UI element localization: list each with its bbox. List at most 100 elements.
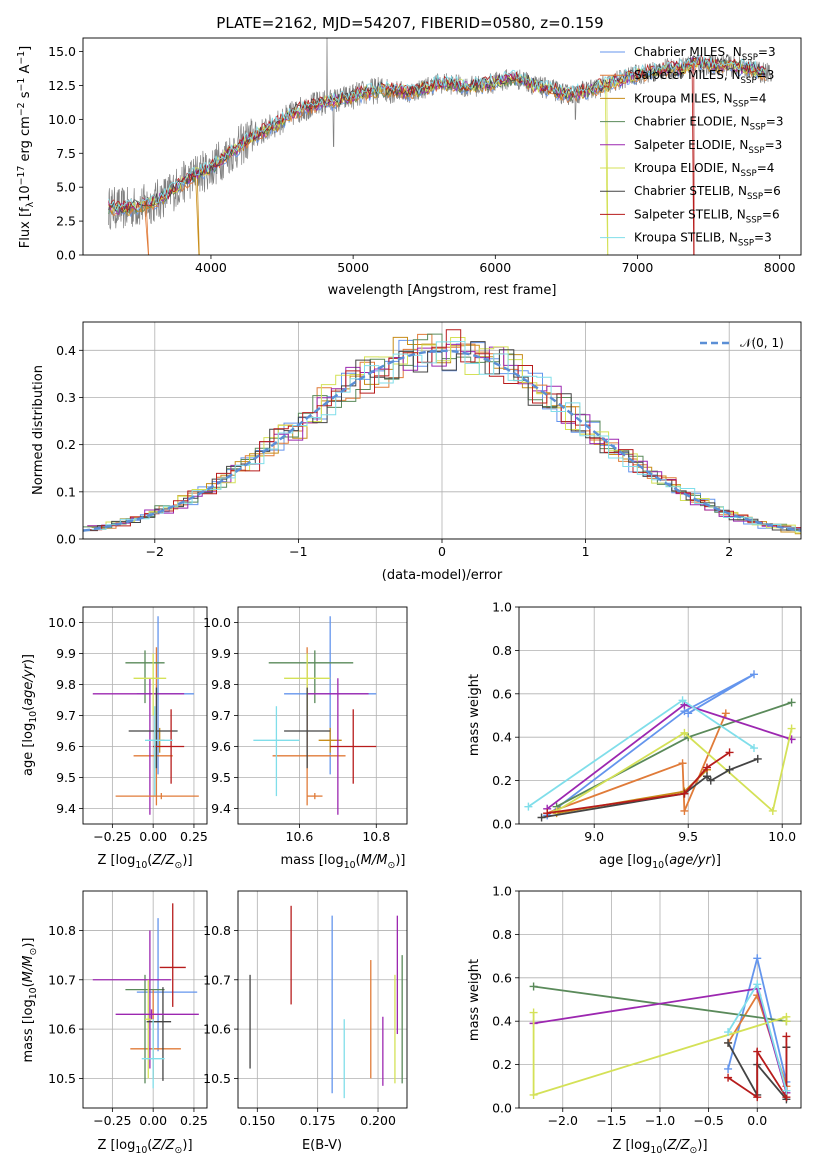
errorbar-kroupa-stelib — [141, 1019, 165, 1089]
normal-curve — [83, 349, 801, 532]
x-axis-label: wavelength [Angstrom, rest frame] — [328, 283, 557, 298]
y-tick-label: 9.4 — [56, 801, 76, 816]
x-tick-label: 10.6 — [286, 829, 314, 844]
axes-weight_vs_age: 9.0 9.5 10.0 0.0 0.2 0.4 0.6 0.8 1.0 — [492, 600, 802, 844]
x-tick-label: −2 — [146, 544, 164, 559]
y-tick-label: 0.6 — [492, 970, 512, 985]
y-axis-label: Flux [fλ10−17 erg cm−2 s−1 A−1] — [16, 46, 36, 248]
y-tick-label: 1.0 — [492, 884, 512, 899]
data-point-marker — [787, 698, 796, 707]
y-tick-label: 10.7 — [203, 972, 231, 987]
y-tick-label: 15.0 — [48, 44, 76, 59]
y-tick-label: 10.8 — [203, 923, 231, 938]
data-point-marker — [680, 789, 689, 798]
x-tick-label: 9.0 — [584, 829, 604, 844]
data-point-marker — [703, 772, 711, 781]
x-axis-label: Z [log10(Z/Z⊙)] — [612, 1138, 707, 1156]
plot-area-weight_vs_age — [519, 607, 801, 824]
data-point-marker — [529, 982, 538, 991]
x-tick-label: 9.5 — [678, 829, 698, 844]
y-tick-label: 2.5 — [56, 214, 76, 229]
y-tick-label: 0.4 — [56, 343, 76, 358]
x-tick-label: 8000 — [764, 260, 796, 275]
y-tick-label: 0.2 — [492, 1057, 512, 1072]
data-point-marker — [787, 724, 796, 733]
y-tick-label: 9.6 — [56, 739, 76, 754]
errorbar-kroupa-stelib — [253, 706, 300, 797]
y-tick-label: 10.8 — [48, 923, 76, 938]
y-tick-label: 9.8 — [56, 677, 76, 692]
y-tick-label: 10.6 — [203, 1022, 231, 1037]
y-axis-label: mass [log10(M/M⊙)] — [21, 938, 39, 1063]
x-tick-label: 7000 — [622, 260, 654, 275]
axes-mass_vs_Z: −0.25 0.00 0.25 10.5 10.6 10.7 10.8 — [48, 890, 208, 1128]
errorbar-chabrier-miles — [136, 918, 198, 1052]
errorbar-salpeter-elodie — [115, 1009, 199, 1020]
errorbar-salpeter-stelib — [159, 903, 186, 1007]
legend-label: Salpeter STELIB, NSSP=6 — [634, 207, 780, 225]
y-tick-label: 0.4 — [492, 730, 512, 745]
x-tick-label: −0.5 — [693, 1113, 723, 1128]
y-axis-label: mass weight — [467, 674, 482, 756]
errorbar-chabrier-elodie — [125, 974, 165, 1084]
legend: Chabrier MILES, NSSP=3 Salpeter MILES, NS… — [600, 45, 783, 249]
y-tick-label: 5.0 — [56, 180, 76, 195]
data-point-marker — [753, 980, 762, 989]
histogram-kroupa-stelib — [91, 341, 801, 532]
y-tick-label: 10.0 — [48, 112, 76, 127]
y-tick-label: 10.7 — [48, 972, 76, 987]
axes-frame — [518, 606, 802, 825]
data-point-marker — [529, 1090, 538, 1099]
y-tick-label: 9.9 — [211, 646, 231, 661]
y-tick-label: 0.0 — [492, 817, 512, 832]
y-tick-label: 0.8 — [492, 643, 512, 658]
legend-label: Salpeter ELODIE, NSSP=3 — [634, 138, 782, 156]
x-tick-label: −1.5 — [596, 1113, 626, 1128]
plot-area-mass_vs_ebv — [238, 891, 407, 1108]
x-axis-label: (data-model)/error — [382, 568, 503, 583]
axes-frame — [82, 37, 802, 256]
data-point-marker — [529, 1008, 538, 1017]
plot-area-age_vs_Z — [83, 607, 207, 824]
plot-area-mass_vs_Z — [83, 891, 207, 1108]
errorbar-salpeter-elodie — [92, 678, 185, 815]
data-point-marker — [537, 813, 546, 822]
legend-label: Chabrier STELIB, NSSP=6 — [634, 184, 781, 202]
x-tick-label: −0.25 — [93, 829, 131, 844]
y-tick-label: 12.5 — [48, 78, 76, 93]
errorbar-chabrier-stelib — [284, 687, 331, 769]
x-axis-label: E(B-V) — [302, 1138, 342, 1153]
plot-area-age_vs_mass — [238, 607, 407, 824]
y-tick-label: 0.0 — [492, 1101, 512, 1116]
y-tick-label: 9.5 — [56, 770, 76, 785]
errorbar-salpeter-stelib — [153, 709, 185, 784]
x-tick-label: 2 — [725, 544, 733, 559]
plot-area-weight_vs_Z — [519, 891, 801, 1108]
legend: 𝒩(0, 1) — [700, 336, 784, 350]
legend-label: 𝒩(0, 1) — [740, 336, 784, 350]
weight-line-salpeter-miles — [546, 712, 727, 814]
legend-label: Kroupa MILES, NSSP=4 — [634, 91, 767, 109]
plot-area-residuals — [83, 322, 801, 539]
axes-frame — [82, 606, 208, 825]
x-tick-label: −1 — [289, 544, 307, 559]
y-tick-label: 0.4 — [492, 1014, 512, 1029]
x-tick-label: 4000 — [195, 260, 227, 275]
x-tick-label: 0.25 — [180, 1113, 208, 1128]
y-tick-label: 9.4 — [211, 801, 231, 816]
histogram-salpeter-elodie — [87, 343, 801, 529]
y-tick-label: 0.8 — [492, 927, 512, 942]
plot-area-spectrum — [108, 38, 773, 255]
y-tick-label: 0.6 — [492, 686, 512, 701]
errorbar-chabrier-stelib — [146, 987, 172, 1081]
data-point-marker — [753, 1047, 762, 1056]
data-point-marker — [724, 1073, 733, 1082]
data-point-marker — [706, 776, 715, 785]
axes-mass_vs_ebv: 0.150 0.175 0.200 10.5 10.6 10.7 10.8 — [203, 890, 408, 1128]
axes-frame — [518, 890, 802, 1109]
data-point-marker — [768, 806, 777, 815]
data-point-marker — [753, 954, 762, 963]
data-point-marker — [753, 1093, 762, 1102]
axes-residuals: −2 −1 0 1 2 0.0 0.1 0.2 0.3 0.4 — [56, 321, 802, 559]
